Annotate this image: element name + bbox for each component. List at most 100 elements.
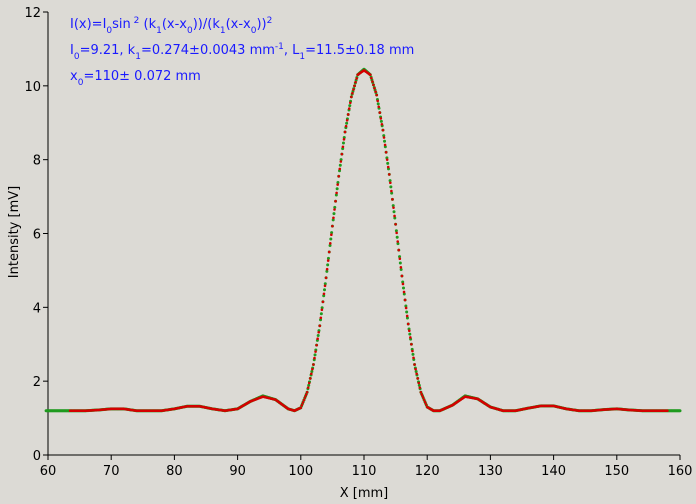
data-point — [330, 231, 334, 235]
data-point — [333, 205, 337, 209]
data-point — [419, 390, 423, 394]
data-point — [336, 183, 339, 186]
data-point — [301, 401, 305, 404]
data-point — [326, 256, 330, 260]
data-point — [379, 119, 383, 123]
data-point — [377, 105, 381, 109]
data-point — [319, 318, 323, 322]
data-point — [386, 161, 390, 165]
data-point — [345, 118, 349, 122]
y-tick-label: 10 — [24, 80, 41, 95]
data-point — [310, 372, 313, 376]
data-point — [413, 363, 416, 366]
data-point — [340, 152, 344, 156]
data-point — [401, 280, 405, 284]
data-point — [316, 337, 319, 341]
data-point — [416, 377, 420, 380]
data-point — [342, 138, 346, 141]
data-point — [666, 409, 669, 413]
data-point — [341, 141, 345, 145]
data-point — [383, 139, 387, 143]
data-point — [395, 231, 398, 235]
data-point — [678, 409, 682, 413]
data-point — [330, 233, 333, 237]
data-point — [394, 222, 397, 226]
data-point — [328, 242, 332, 245]
data-point — [337, 174, 341, 178]
data-point — [398, 257, 402, 261]
data-point — [379, 117, 383, 120]
data-point — [374, 90, 377, 93]
data-point — [411, 352, 415, 356]
data-point — [323, 282, 327, 286]
data-point — [393, 216, 397, 220]
data-point — [333, 208, 336, 211]
data-point — [331, 218, 335, 222]
y-axis-ticks: 0 2 4 6 8 10 12 — [24, 6, 48, 464]
data-point — [326, 259, 330, 262]
x-tick-label: 80 — [166, 464, 183, 479]
x-axis-title: X [mm] — [340, 486, 389, 501]
data-point — [394, 229, 398, 233]
data-point — [404, 304, 408, 308]
data-point — [393, 214, 396, 218]
data-point — [346, 113, 350, 116]
data-point — [373, 86, 376, 90]
data-point — [407, 329, 411, 333]
data-point — [312, 363, 315, 366]
data-point — [326, 263, 330, 267]
data-point — [418, 386, 422, 389]
data-point — [341, 145, 345, 149]
data-point — [324, 276, 328, 280]
data-point — [386, 165, 390, 169]
data-point — [376, 99, 379, 103]
data-point — [417, 381, 421, 385]
data-point — [398, 261, 402, 265]
data-point — [389, 181, 392, 185]
data-point — [405, 310, 409, 314]
data-point — [401, 282, 405, 286]
data-point — [351, 91, 354, 95]
x-tick-label: 70 — [103, 464, 120, 479]
data-point — [321, 300, 325, 304]
data-point — [396, 242, 400, 246]
x-axis-ticks: 60 70 80 90 100 110 120 130 140 150 160 — [40, 455, 692, 479]
data-point — [335, 187, 339, 191]
data-point — [376, 102, 380, 106]
data-point — [375, 93, 378, 97]
data-point — [372, 83, 375, 87]
data-point — [371, 80, 374, 83]
data-point — [328, 244, 332, 247]
data-point — [331, 224, 334, 228]
data-point — [325, 267, 329, 271]
data-point — [332, 212, 336, 216]
x-tick-label: 100 — [288, 464, 313, 479]
data-point — [354, 80, 357, 84]
data-point — [404, 306, 408, 310]
data-point — [353, 84, 356, 88]
data-point — [315, 343, 318, 347]
data-point — [345, 121, 349, 125]
data-point — [305, 390, 309, 394]
data-point — [323, 288, 326, 292]
data-point — [422, 398, 426, 401]
fit-parameters-annotation: I0=9.21, k1=0.274±0.0043 mm-1, L1=11.5±0… — [70, 42, 414, 62]
data-point — [397, 248, 401, 252]
data-point — [313, 356, 316, 360]
data-point — [306, 386, 310, 389]
x-tick-label: 150 — [604, 464, 629, 479]
data-point — [317, 330, 321, 334]
data-point — [307, 383, 311, 387]
data-point — [347, 107, 351, 110]
data-point — [402, 290, 406, 294]
data-point — [406, 322, 410, 326]
data-point — [405, 314, 409, 318]
data-point — [381, 128, 385, 132]
data-point — [334, 193, 338, 197]
fit-formula-annotation: I(x)=I0sin 2 (k1(x-x0))/(k1(x-x0))2 — [70, 16, 272, 36]
data-point — [402, 286, 405, 290]
data-point — [343, 130, 347, 134]
y-axis-title: Intensity [mV] — [7, 186, 22, 278]
data-point — [415, 372, 418, 376]
y-tick-label: 6 — [33, 228, 41, 243]
